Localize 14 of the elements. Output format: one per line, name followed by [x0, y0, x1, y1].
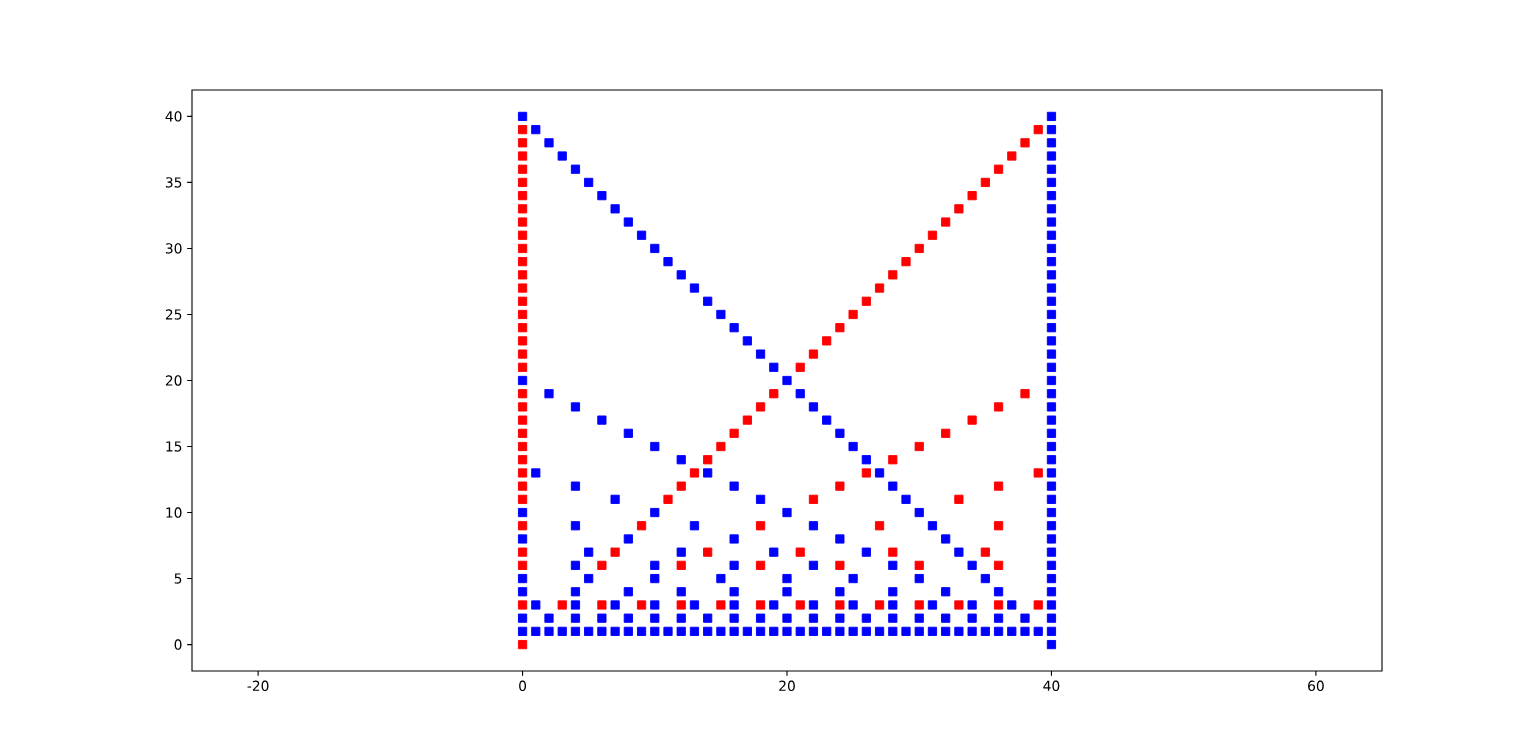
y-tick-label: 5 [174, 573, 182, 584]
x-tick-label: 0 [519, 680, 527, 691]
y-tick-label: 0 [174, 639, 182, 650]
x-tick-label: 40 [1043, 680, 1060, 691]
x-tick-label: 20 [779, 680, 795, 691]
y-tick-label: 25 [165, 309, 182, 320]
x-tick-label: 60 [1308, 680, 1324, 691]
y-tick-label: 40 [165, 111, 182, 122]
x-tick-label: -20 [247, 680, 269, 691]
y-tick-label: 20 [165, 375, 182, 386]
y-tick-label: 35 [165, 177, 182, 188]
y-tick-label: 30 [165, 243, 182, 254]
y-tick-label: 15 [166, 441, 182, 452]
y-tick-label: 10 [166, 507, 182, 518]
